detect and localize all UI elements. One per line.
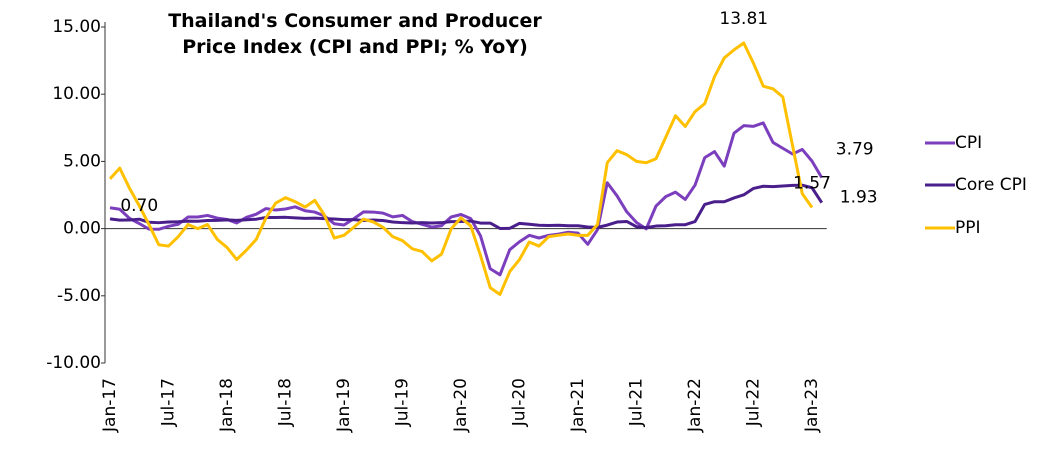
y-tick-label: 15.00 bbox=[52, 17, 101, 37]
x-tick-label: Jan-17 bbox=[100, 378, 120, 433]
data-label: 0.70 bbox=[120, 196, 158, 216]
x-tick-label: Jul-17 bbox=[159, 378, 179, 427]
x-tick-label: Jul-18 bbox=[276, 378, 296, 427]
line-series bbox=[109, 121, 824, 277]
data-label: 3.79 bbox=[836, 140, 874, 160]
y-tick-label: -5.00 bbox=[57, 286, 101, 306]
x-tick-label: Jan-20 bbox=[451, 378, 471, 433]
data-label: 1.57 bbox=[793, 173, 831, 193]
x-tick-label: Jan-22 bbox=[685, 378, 705, 433]
y-tick-label: 10.00 bbox=[52, 84, 101, 104]
x-tick-label: Jul-21 bbox=[627, 378, 647, 427]
legend-label: CPI bbox=[955, 133, 982, 153]
x-tick-label: Jan-21 bbox=[568, 378, 588, 433]
x-tick-label: Jul-19 bbox=[393, 378, 413, 427]
chart-title: Thailand's Consumer and Producer Price I… bbox=[168, 10, 542, 58]
x-tick-label: Jan-18 bbox=[217, 378, 237, 433]
data-label: 1.93 bbox=[840, 188, 878, 208]
x-tick-label: Jul-20 bbox=[510, 378, 530, 427]
x-tick-label: Jan-23 bbox=[802, 378, 822, 433]
y-tick-label: 0.00 bbox=[63, 219, 101, 239]
legend-label: Core CPI bbox=[955, 175, 1027, 195]
data-label: 13.81 bbox=[719, 9, 768, 29]
legend-label: PPI bbox=[955, 218, 981, 238]
line-series bbox=[108, 41, 814, 296]
y-tick-label: -10.00 bbox=[46, 353, 101, 373]
x-tick-label: Jul-22 bbox=[744, 378, 764, 427]
y-tick-label: 5.00 bbox=[63, 151, 101, 171]
x-tick-label: Jan-19 bbox=[334, 378, 354, 433]
